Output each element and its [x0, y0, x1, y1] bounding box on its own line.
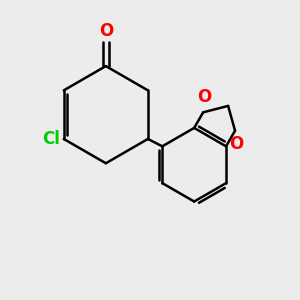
- Text: O: O: [99, 22, 113, 40]
- Text: O: O: [197, 88, 211, 106]
- Text: O: O: [229, 135, 243, 153]
- Text: Cl: Cl: [42, 130, 60, 148]
